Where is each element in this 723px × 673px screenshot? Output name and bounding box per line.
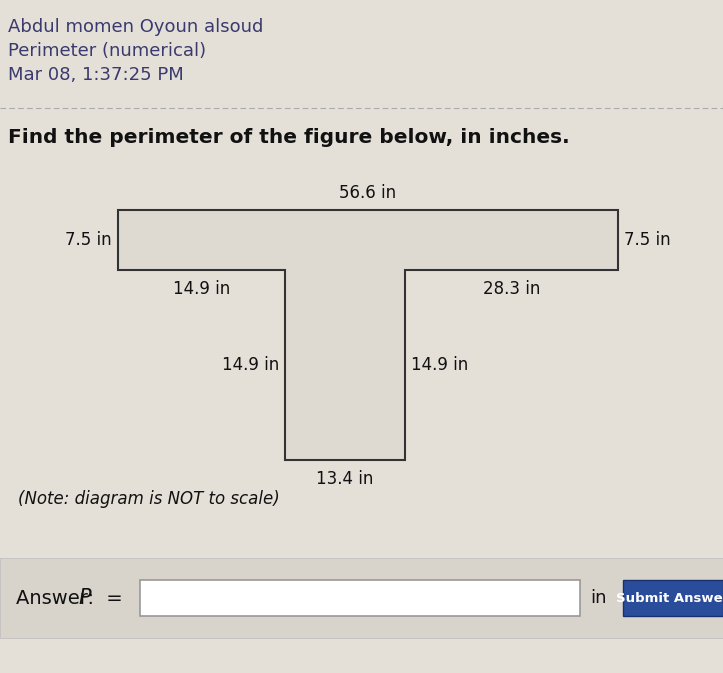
Text: Submit Answer: Submit Answer [617, 592, 723, 604]
Text: (Note: diagram is NOT to scale): (Note: diagram is NOT to scale) [18, 490, 280, 508]
Text: Perimeter (numerical): Perimeter (numerical) [8, 42, 206, 60]
Text: Answer:: Answer: [16, 588, 106, 608]
Text: $P$: $P$ [78, 588, 93, 608]
Text: 56.6 in: 56.6 in [339, 184, 396, 202]
Text: Abdul momen Oyoun alsoud: Abdul momen Oyoun alsoud [8, 18, 263, 36]
Text: =: = [100, 588, 123, 608]
Text: 28.3 in: 28.3 in [483, 280, 540, 298]
Text: 14.9 in: 14.9 in [173, 280, 230, 298]
Bar [140, 580, 580, 616]
Polygon shape [118, 210, 618, 460]
Text: Mar 08, 1:37:25 PM: Mar 08, 1:37:25 PM [8, 66, 184, 84]
Bar [623, 580, 723, 616]
Text: 7.5 in: 7.5 in [624, 231, 671, 249]
Text: 14.9 in: 14.9 in [411, 356, 469, 374]
Bar [0, 558, 723, 638]
Text: 13.4 in: 13.4 in [317, 470, 374, 488]
Text: Find the perimeter of the figure below, in inches.: Find the perimeter of the figure below, … [8, 128, 570, 147]
Text: 14.9 in: 14.9 in [222, 356, 279, 374]
Text: 7.5 in: 7.5 in [65, 231, 112, 249]
Text: in: in [590, 589, 607, 607]
